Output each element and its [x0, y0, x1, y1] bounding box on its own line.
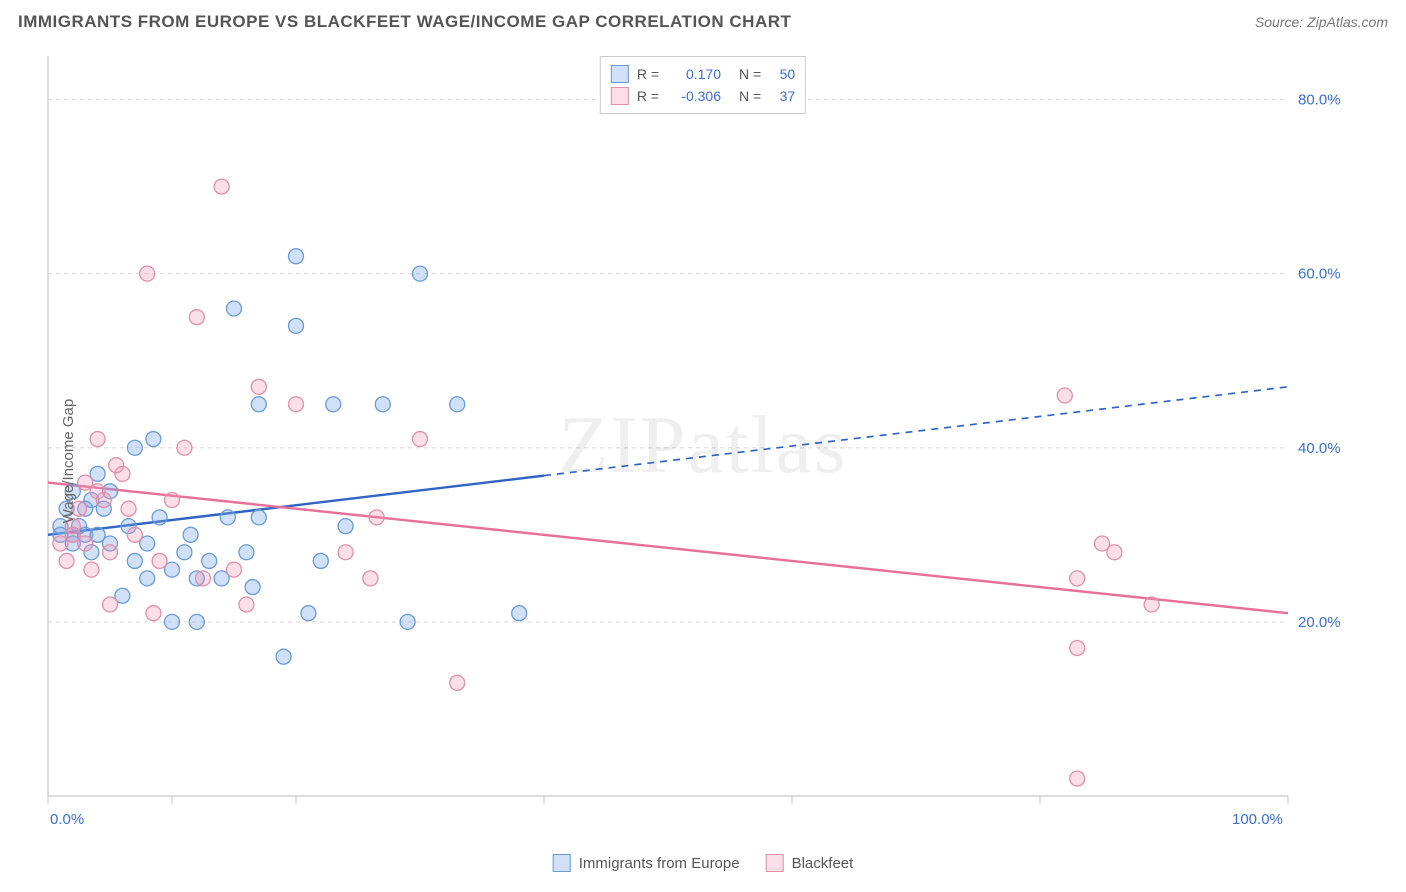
n-label: N = [739, 85, 761, 107]
r-value: 0.170 [667, 63, 721, 85]
data-point [289, 318, 304, 333]
data-point [301, 606, 316, 621]
data-point [146, 432, 161, 447]
y-axis-label: Wage/Income Gap [60, 399, 77, 524]
y-tick-label: 80.0% [1298, 92, 1341, 109]
data-point [338, 519, 353, 534]
data-point [177, 545, 192, 560]
data-point [59, 553, 74, 568]
data-point [220, 510, 235, 525]
data-point [245, 580, 260, 595]
data-point [121, 501, 136, 516]
data-point [1070, 771, 1085, 786]
legend-swatch [766, 854, 784, 872]
stats-row: R = -0.306 N = 37 [611, 85, 795, 107]
scatter-chart: 20.0% 40.0% 60.0% 80.0% 0.0% 100.0% [18, 50, 1358, 840]
data-point [1107, 545, 1122, 560]
data-point [1070, 641, 1085, 656]
data-point [140, 571, 155, 586]
data-point [512, 606, 527, 621]
x-tick-label: 100.0% [1232, 811, 1283, 828]
data-point [450, 675, 465, 690]
chart-title: IMMIGRANTS FROM EUROPE VS BLACKFEET WAGE… [18, 12, 791, 32]
legend-item: Blackfeet [766, 854, 854, 872]
data-point [251, 397, 266, 412]
n-label: N = [739, 63, 761, 85]
stats-row: R = 0.170 N = 50 [611, 63, 795, 85]
y-tick-label: 40.0% [1298, 440, 1341, 457]
data-point [183, 527, 198, 542]
data-point [251, 510, 266, 525]
data-point [363, 571, 378, 586]
data-point [239, 597, 254, 612]
data-point [400, 614, 415, 629]
data-point [177, 440, 192, 455]
data-point [78, 536, 93, 551]
data-point [289, 397, 304, 412]
r-label: R = [637, 85, 659, 107]
r-label: R = [637, 63, 659, 85]
n-value: 50 [769, 63, 795, 85]
data-point [189, 310, 204, 325]
r-value: -0.306 [667, 85, 721, 107]
data-point [251, 379, 266, 394]
data-point [338, 545, 353, 560]
data-point [1057, 388, 1072, 403]
data-point [127, 527, 142, 542]
legend-label: Immigrants from Europe [579, 855, 740, 872]
header: IMMIGRANTS FROM EUROPE VS BLACKFEET WAGE… [0, 0, 1406, 42]
legend-label: Blackfeet [792, 855, 854, 872]
y-tick-label: 60.0% [1298, 266, 1341, 283]
data-point [413, 266, 428, 281]
data-point [326, 397, 341, 412]
data-point [202, 553, 217, 568]
data-point [189, 614, 204, 629]
data-point [375, 397, 390, 412]
data-point [90, 432, 105, 447]
data-point [227, 562, 242, 577]
series-legend: Immigrants from Europe Blackfeet [553, 854, 854, 872]
chart-container: Wage/Income Gap 20.0% 40.0% 60.0% 80.0% 0.0%… [18, 50, 1388, 872]
data-point [103, 597, 118, 612]
data-point [196, 571, 211, 586]
y-tick-label: 20.0% [1298, 614, 1341, 631]
data-point [96, 493, 111, 508]
data-point [146, 606, 161, 621]
data-point [140, 266, 155, 281]
data-point [1144, 597, 1159, 612]
data-point [115, 466, 130, 481]
data-point [239, 545, 254, 560]
data-point [227, 301, 242, 316]
source-label: Source: ZipAtlas.com [1255, 14, 1388, 30]
n-value: 37 [769, 85, 795, 107]
x-tick-label: 0.0% [50, 811, 84, 828]
data-point [1070, 571, 1085, 586]
data-point [276, 649, 291, 664]
data-point [127, 440, 142, 455]
data-point [413, 432, 428, 447]
data-point [165, 614, 180, 629]
data-point [152, 510, 167, 525]
data-point [450, 397, 465, 412]
data-point [84, 562, 99, 577]
stats-legend: R = 0.170 N = 50 R = -0.306 N = 37 [600, 56, 806, 114]
legend-swatch [553, 854, 571, 872]
data-point [289, 249, 304, 264]
data-point [103, 545, 118, 560]
legend-swatch [611, 87, 629, 105]
data-point [165, 493, 180, 508]
legend-swatch [611, 65, 629, 83]
data-point [369, 510, 384, 525]
data-point [127, 553, 142, 568]
data-point [152, 553, 167, 568]
data-point [214, 179, 229, 194]
data-point [313, 553, 328, 568]
legend-item: Immigrants from Europe [553, 854, 740, 872]
